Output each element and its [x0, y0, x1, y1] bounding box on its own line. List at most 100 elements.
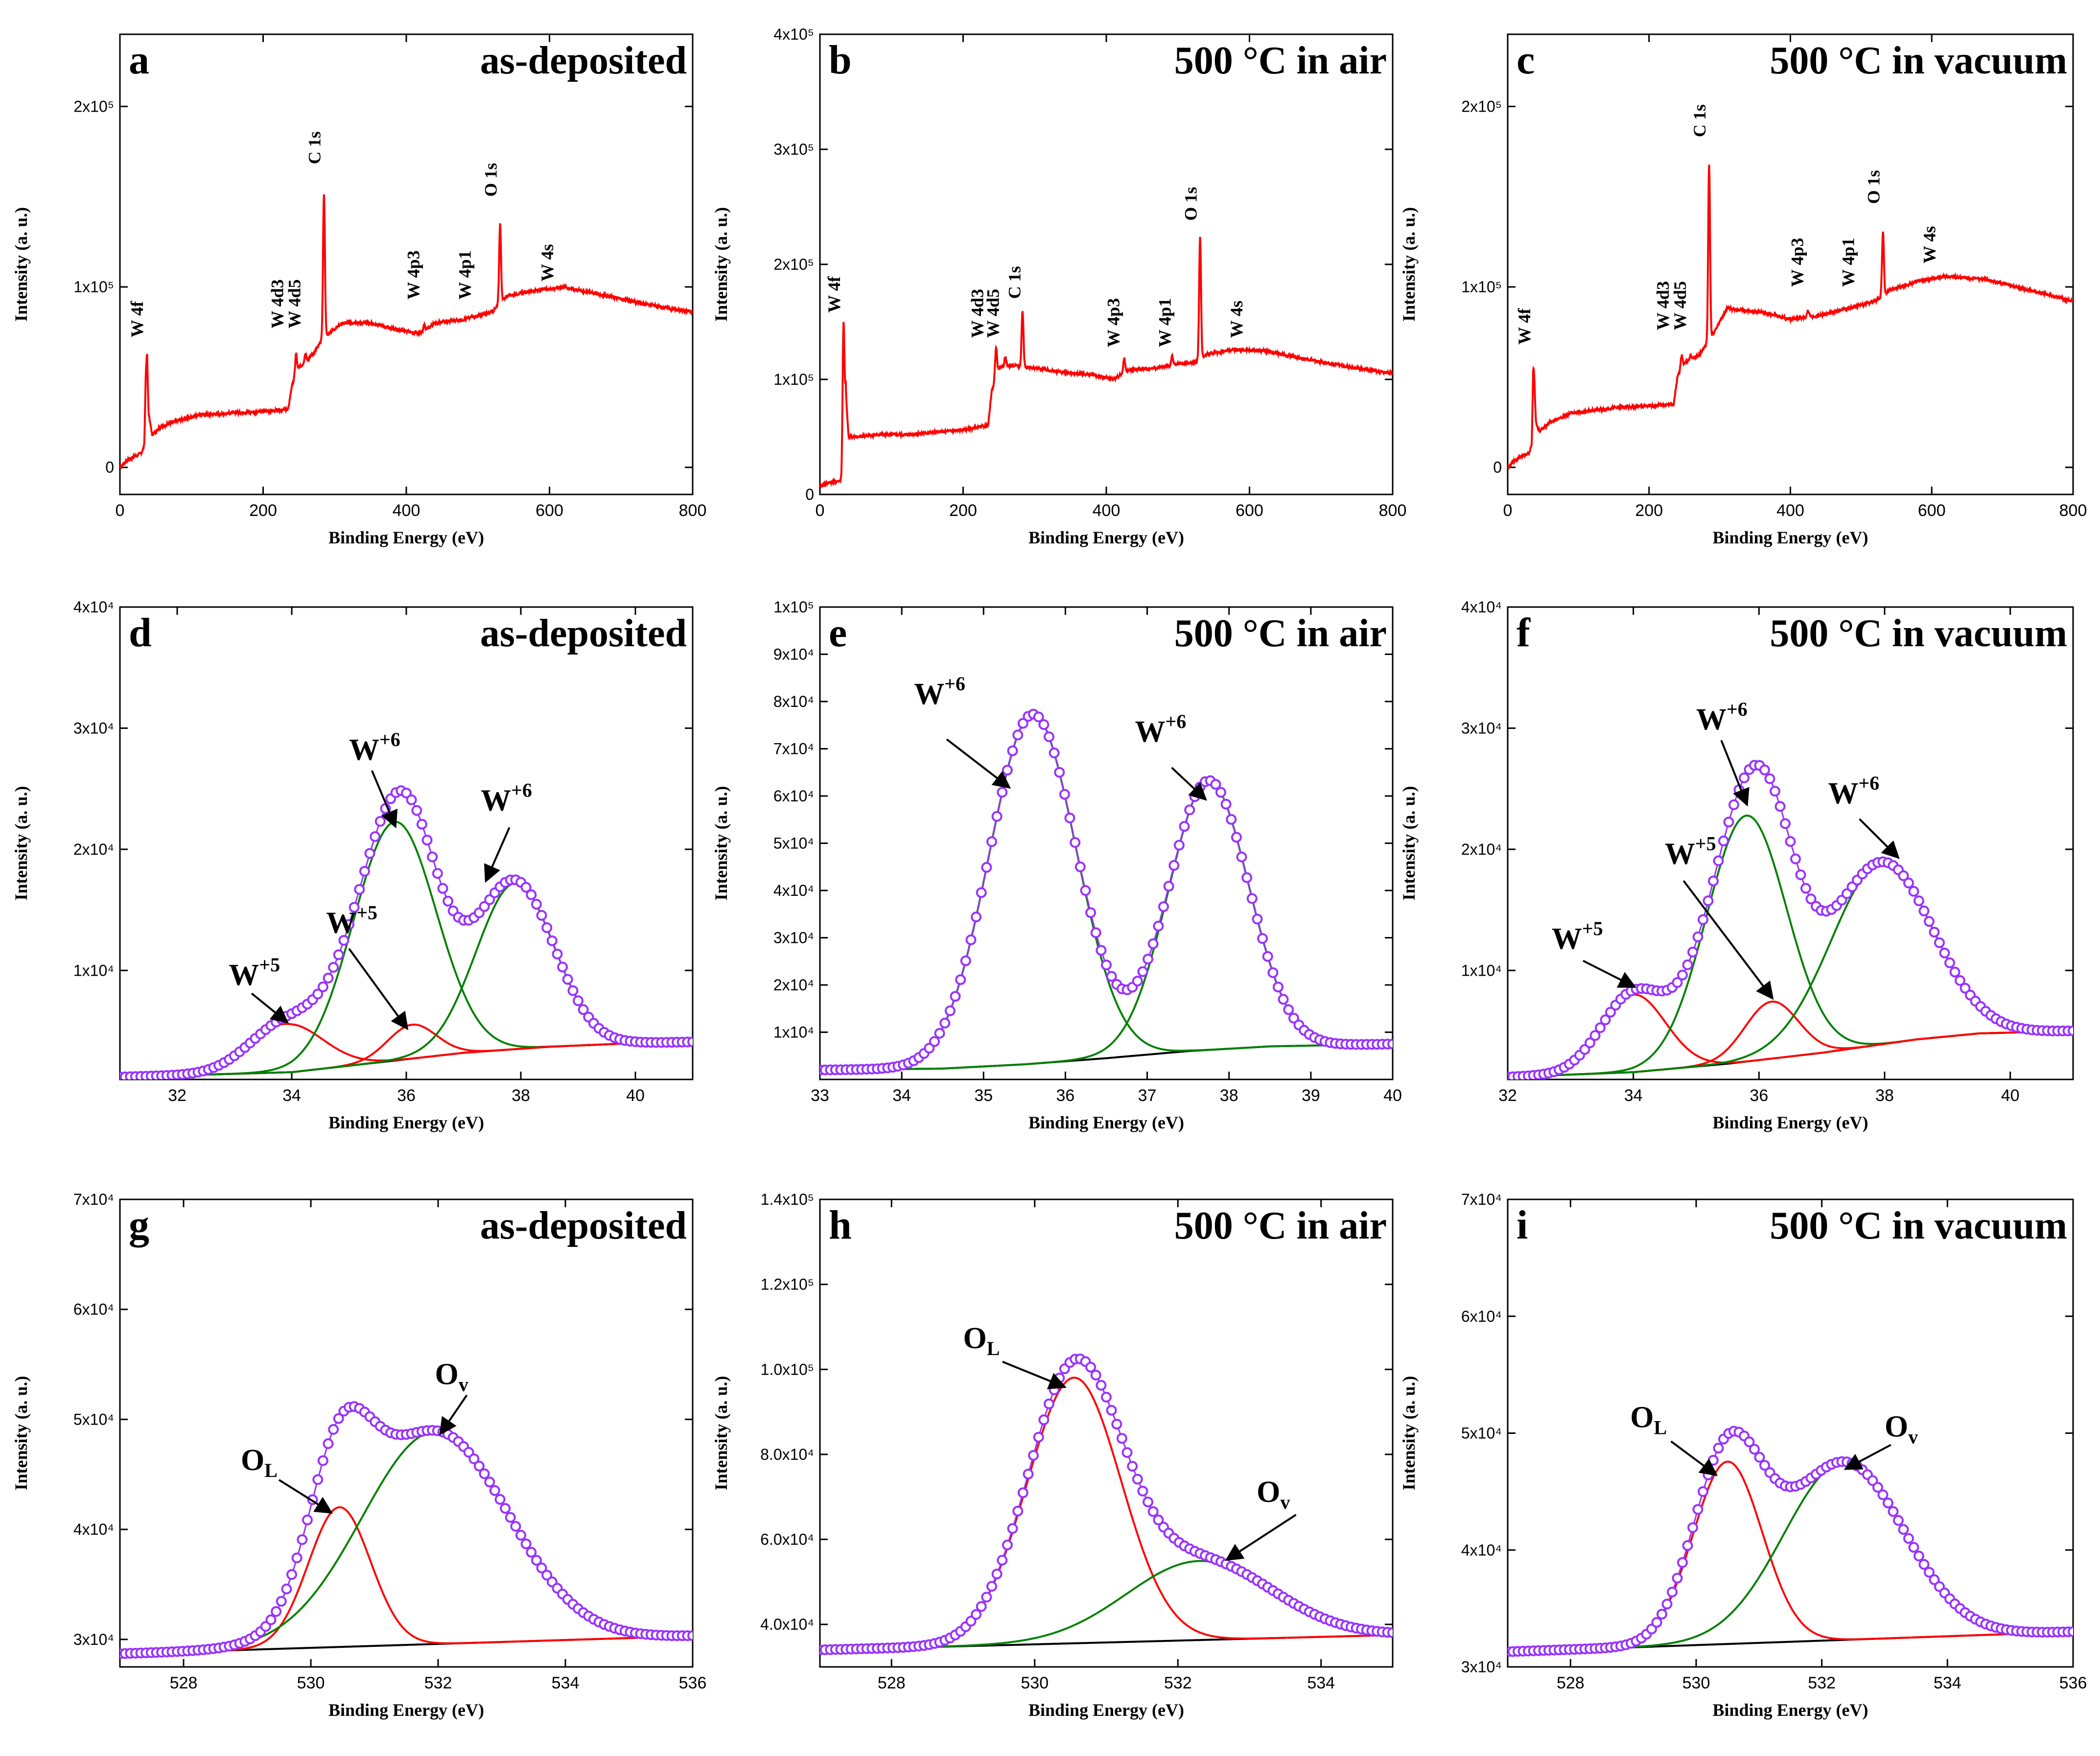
panel-letter: e — [829, 610, 847, 656]
label-arrow — [1843, 1444, 1891, 1470]
data-point — [1179, 821, 1190, 832]
y-tick-label: 5x10⁴ — [73, 1410, 114, 1428]
plot-area — [120, 194, 693, 470]
y-tick-label: 3x10⁵ — [773, 140, 814, 158]
fit-component-wplus6 — [120, 882, 693, 1078]
data-point — [1252, 913, 1263, 925]
x-axis-label: Binding Energy (eV) — [328, 1113, 484, 1132]
x-tick-label: 40 — [1383, 1086, 1402, 1105]
plot-area — [120, 785, 693, 1079]
data-point — [317, 1455, 328, 1466]
data-point — [1215, 787, 1226, 798]
peak-annotation: O 1s — [1181, 187, 1200, 221]
data-point — [338, 935, 350, 946]
data-point — [971, 1609, 982, 1620]
data-point — [1038, 1414, 1050, 1426]
y-axis-label: Intensity (a. u.) — [11, 1376, 31, 1490]
data-point — [1661, 1598, 1673, 1610]
data-point — [1888, 1506, 1899, 1517]
peak-annotation: C 1s — [305, 131, 325, 164]
data-point — [1074, 861, 1086, 872]
data-point — [515, 1530, 526, 1541]
data-point — [1288, 1012, 1299, 1024]
x-tick-label: 530 — [297, 1674, 325, 1692]
data-point — [364, 848, 375, 859]
panel-condition: 500 °C in vacuum — [1770, 612, 2067, 655]
y-tick-label: 4x10⁴ — [773, 882, 814, 899]
x-tick-label: 38 — [1875, 1086, 1894, 1105]
data-point — [976, 887, 987, 898]
data-point — [1785, 836, 1796, 847]
y-tick-label: 3x10⁴ — [1461, 1658, 1502, 1676]
data-point — [406, 794, 417, 805]
data-point — [1723, 817, 1734, 828]
data-point — [1054, 1372, 1065, 1383]
x-axis-label: Binding Energy (eV) — [1712, 528, 1868, 547]
data-point — [1749, 1444, 1760, 1455]
data-point — [1687, 946, 1698, 958]
data-point — [1090, 927, 1101, 938]
x-tick-label: 35 — [974, 1086, 993, 1105]
data-point — [557, 961, 568, 973]
x-axis-label: Binding Energy (eV) — [1712, 1113, 1868, 1132]
x-tick-label: 36 — [1750, 1086, 1768, 1105]
x-tick-label: 37 — [1138, 1086, 1157, 1105]
data-point — [1090, 1370, 1101, 1381]
y-tick-label: 6.0x10⁴ — [760, 1531, 814, 1548]
data-point — [2068, 1025, 2073, 1036]
peak-annotation: W 4d5 — [1670, 281, 1690, 330]
data-point — [1600, 1014, 1611, 1026]
y-axis-label: Intensity (a. u.) — [711, 1376, 731, 1490]
y-tick-label: 6x10⁴ — [773, 787, 814, 805]
x-tick-label: 528 — [170, 1674, 198, 1692]
data-point — [421, 835, 433, 846]
peak-annotation: W 4f — [824, 276, 844, 312]
component-label-sup: +5 — [259, 954, 280, 976]
data-point — [468, 1453, 480, 1464]
data-point — [1795, 869, 1806, 880]
data-point — [1387, 1038, 1393, 1050]
y-tick-label: 2x10⁴ — [1461, 841, 1502, 858]
component-label-sub: v — [459, 1374, 468, 1396]
data-point — [1044, 1398, 1054, 1409]
y-tick-label: 8x10⁴ — [773, 693, 814, 710]
data-point — [1903, 877, 1914, 889]
component-label: W+5 — [229, 954, 280, 992]
data-point — [1283, 1004, 1294, 1015]
data-point — [281, 1583, 292, 1594]
component-label: W+6 — [1828, 772, 1880, 810]
x-axis-label: Binding Energy (eV) — [1712, 1700, 1868, 1720]
data-point — [411, 805, 422, 816]
data-point — [929, 1036, 940, 1047]
x-axis-label: Binding Energy (eV) — [1028, 528, 1184, 547]
data-point — [328, 1424, 339, 1435]
data-point — [965, 934, 977, 945]
data-point — [1759, 1460, 1770, 1471]
y-tick-label: 7x10⁴ — [73, 1191, 114, 1208]
data-point — [578, 1004, 589, 1015]
data-point — [1257, 933, 1268, 944]
data-point — [1111, 1419, 1122, 1430]
data-point — [1651, 1617, 1662, 1628]
data-point — [1101, 960, 1112, 971]
data-point — [427, 851, 438, 863]
label-arrow — [1859, 818, 1900, 859]
panel-letter: d — [129, 610, 152, 656]
data-point — [1739, 773, 1750, 783]
data-point — [991, 1569, 1003, 1580]
data-point — [562, 974, 573, 985]
data-point — [1754, 1452, 1765, 1463]
component-label: W+5 — [1552, 917, 1603, 956]
y-axis-label: Intensity (a. u.) — [1399, 1376, 1419, 1490]
data-point — [1934, 937, 1945, 948]
data-point — [328, 962, 339, 973]
data-point — [1085, 1361, 1097, 1373]
data-point — [1918, 905, 1930, 916]
plot-frame — [819, 1198, 1394, 1668]
x-tick-label: 400 — [1776, 501, 1804, 520]
y-tick-label: 4x10⁴ — [1461, 598, 1502, 616]
component-label-sup: +6 — [1859, 772, 1880, 794]
data-point — [1273, 982, 1283, 993]
x-tick-label: 200 — [249, 501, 277, 520]
x-tick-label: 530 — [1021, 1674, 1049, 1692]
